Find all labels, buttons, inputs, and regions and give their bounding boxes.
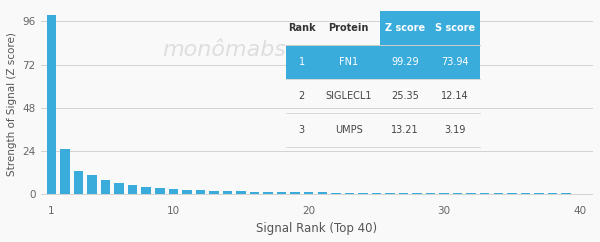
Bar xyxy=(358,193,368,194)
Bar xyxy=(263,192,273,194)
Text: 25.35: 25.35 xyxy=(391,91,419,101)
Text: S score: S score xyxy=(435,23,475,33)
Bar xyxy=(101,180,110,194)
Text: 3.19: 3.19 xyxy=(444,125,466,135)
Bar xyxy=(115,183,124,194)
Bar xyxy=(399,193,408,194)
Text: 99.29: 99.29 xyxy=(391,57,419,67)
Text: 2: 2 xyxy=(299,91,305,101)
Bar xyxy=(182,190,191,194)
Bar xyxy=(371,193,381,194)
Bar xyxy=(142,187,151,194)
Bar xyxy=(534,193,544,194)
Bar xyxy=(304,192,313,194)
Text: Rank: Rank xyxy=(288,23,316,33)
Bar xyxy=(250,192,259,194)
Bar xyxy=(290,192,300,194)
Bar xyxy=(439,193,449,194)
Text: 73.94: 73.94 xyxy=(441,57,469,67)
Text: FN1: FN1 xyxy=(339,57,358,67)
Bar xyxy=(128,185,137,194)
Bar xyxy=(74,171,83,194)
Bar xyxy=(385,193,395,194)
Bar xyxy=(430,11,480,45)
Y-axis label: Strength of Signal (Z score): Strength of Signal (Z score) xyxy=(7,32,17,176)
Bar xyxy=(380,11,430,45)
Bar xyxy=(507,193,517,194)
Bar xyxy=(548,193,557,194)
X-axis label: Signal Rank (Top 40): Signal Rank (Top 40) xyxy=(256,222,377,235)
Text: 3: 3 xyxy=(299,125,305,135)
Bar xyxy=(412,193,422,194)
Bar xyxy=(494,193,503,194)
Bar xyxy=(331,193,341,194)
Bar xyxy=(466,193,476,194)
Text: 1: 1 xyxy=(299,57,305,67)
Bar xyxy=(453,193,463,194)
Bar xyxy=(60,149,70,194)
Bar xyxy=(209,191,218,194)
Bar xyxy=(286,45,480,79)
Text: 13.21: 13.21 xyxy=(391,125,419,135)
Bar xyxy=(169,189,178,194)
Text: Protein: Protein xyxy=(328,23,369,33)
Bar xyxy=(88,175,97,194)
Bar xyxy=(317,192,327,194)
Bar xyxy=(561,193,571,194)
Text: Z score: Z score xyxy=(385,23,425,33)
Bar xyxy=(155,188,164,194)
Bar xyxy=(277,192,286,194)
Bar xyxy=(47,15,56,194)
Text: 12.14: 12.14 xyxy=(441,91,469,101)
Text: UMPS: UMPS xyxy=(335,125,362,135)
Text: SIGLECL1: SIGLECL1 xyxy=(325,91,372,101)
Bar xyxy=(236,191,246,194)
Text: monômabs: monômabs xyxy=(162,40,286,60)
Bar xyxy=(223,191,232,194)
Bar xyxy=(196,190,205,194)
Bar xyxy=(426,193,436,194)
Bar xyxy=(344,193,354,194)
Bar xyxy=(480,193,490,194)
Bar xyxy=(521,193,530,194)
